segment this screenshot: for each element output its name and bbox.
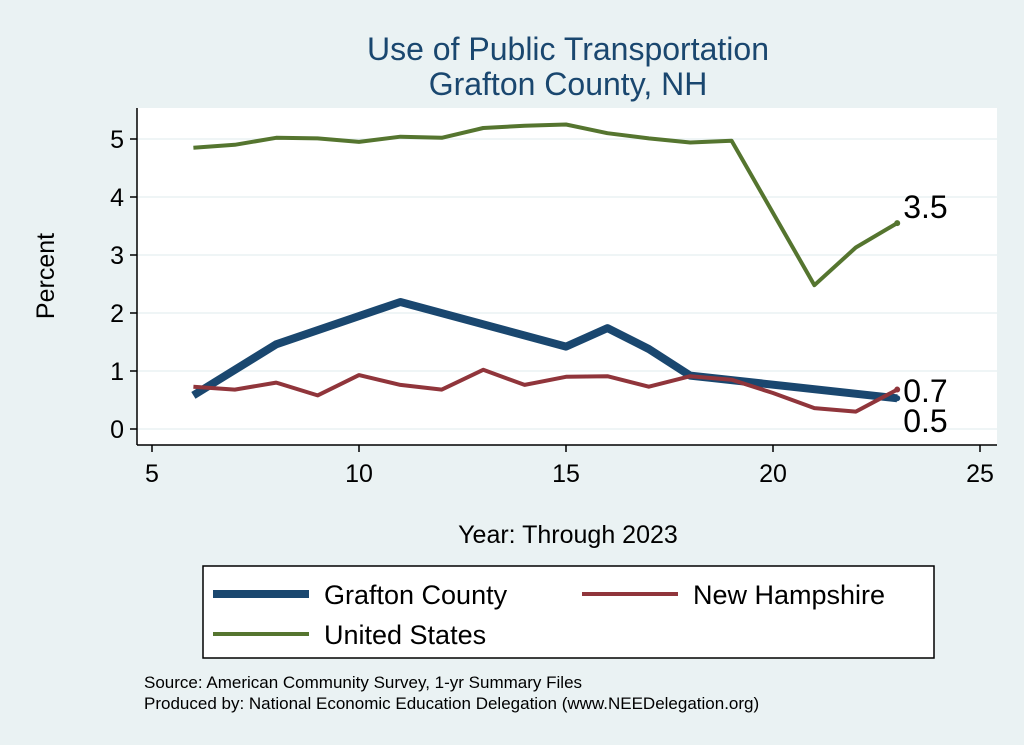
end-value-label-new-hampshire: 0.7: [903, 373, 947, 409]
y-tick-label: 2: [110, 300, 124, 328]
x-tick-label: 5: [145, 460, 159, 488]
chart-title-line-1: Use of Public Transportation: [367, 31, 769, 67]
legend-box: [202, 565, 935, 659]
legend: Grafton County New Hampshire United States: [213, 580, 885, 650]
series-line-united-states: [193, 122, 899, 288]
series-end-point: [894, 220, 901, 227]
y-tick-label: 5: [110, 126, 124, 154]
legend-label: Grafton County: [324, 580, 508, 610]
x-tick-label: 20: [759, 460, 787, 488]
y-tick-label: 1: [110, 358, 124, 386]
series-line-grafton-county: [191, 298, 898, 403]
chart-title-line-2: Grafton County, NH: [429, 66, 708, 102]
plot-area: [137, 108, 997, 445]
legend-label: New Hampshire: [693, 580, 885, 610]
y-tick-label: 4: [110, 184, 124, 212]
y-tick-label: 3: [110, 242, 124, 270]
end-value-label-united-states: 3.5: [903, 189, 947, 225]
source-note: Source: American Community Survey, 1-yr …: [144, 673, 582, 692]
axes: 0 1 2 3 4 5 5 10 15 20 25: [110, 108, 997, 488]
produced-by-note: Produced by: National Economic Education…: [144, 694, 759, 713]
gridlines: [137, 138, 997, 430]
series-end-point: [894, 395, 901, 402]
series-line-new-hampshire: [193, 367, 899, 414]
end-value-label-grafton-county: 0.5: [903, 403, 947, 439]
x-axis-label: Year: Through 2023: [458, 521, 678, 549]
x-tick-label: 10: [345, 460, 373, 488]
y-axis-label: Percent: [32, 233, 60, 319]
series-layer: [191, 122, 901, 414]
x-tick-label: 25: [966, 460, 994, 488]
x-tick-label: 15: [552, 460, 580, 488]
series-end-point: [894, 386, 901, 393]
legend-label: United States: [324, 620, 486, 650]
y-tick-label: 0: [110, 416, 124, 444]
end-labels: 0.50.7 3.5: [903, 189, 947, 439]
